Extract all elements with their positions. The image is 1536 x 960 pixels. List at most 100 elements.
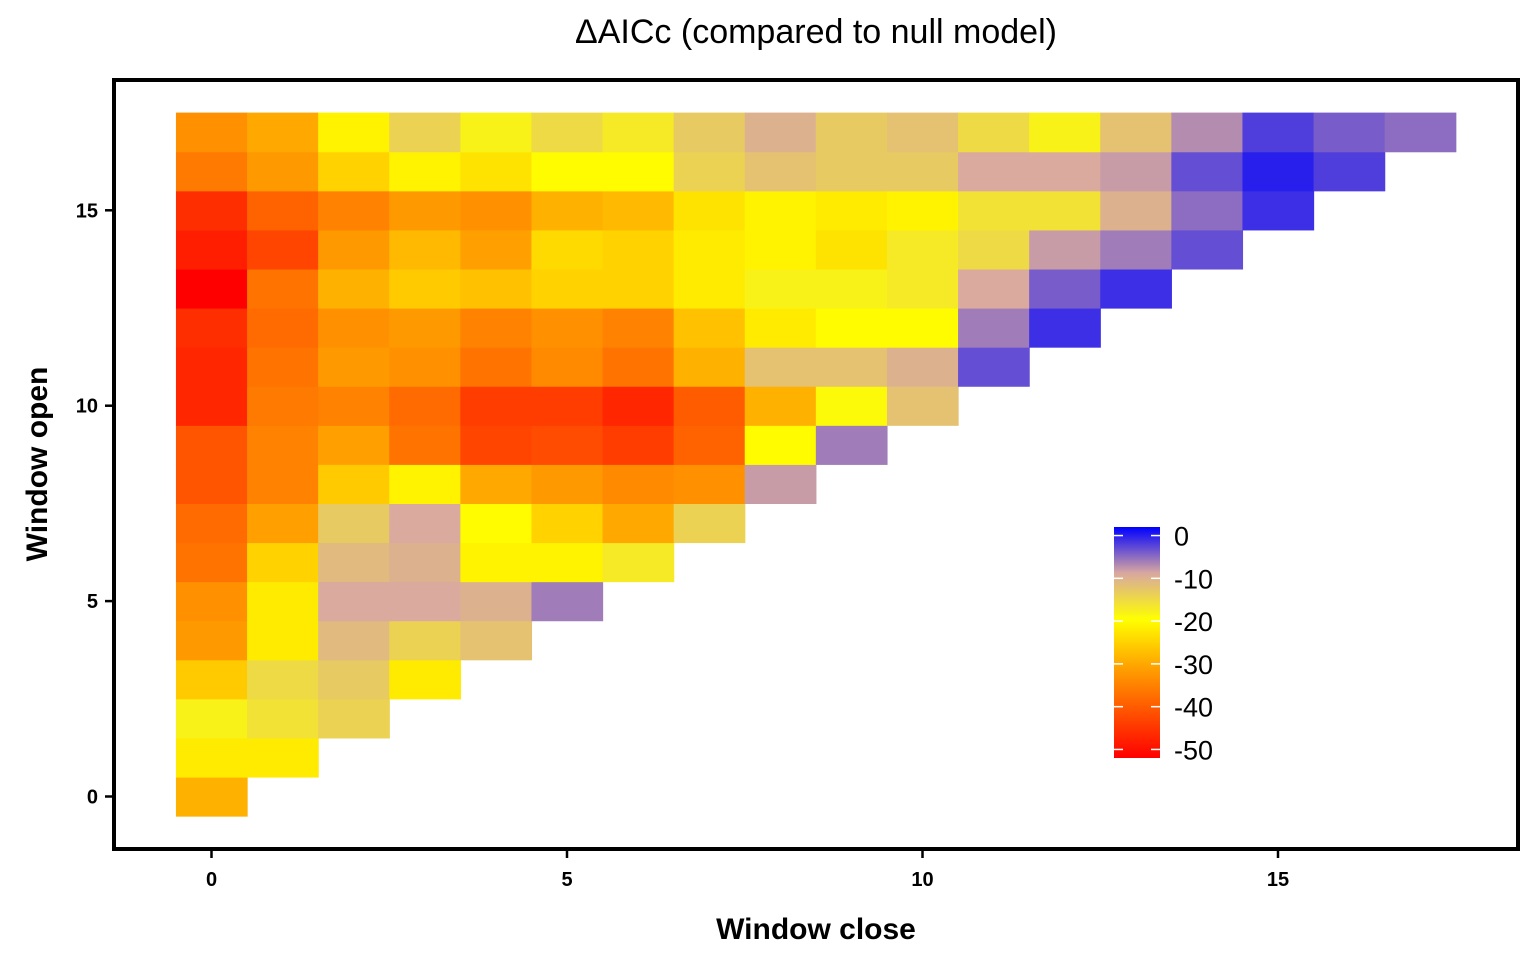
heatmap-cell [318, 151, 390, 192]
heatmap-cell [531, 268, 604, 309]
heatmap-cell [1029, 190, 1101, 231]
legend-tick-label: -50 [1174, 735, 1213, 765]
heatmap-cell [247, 620, 319, 661]
heatmap-cell [602, 542, 675, 583]
heatmap-cell [744, 347, 817, 387]
heatmap-cell [886, 308, 959, 348]
heatmap-cell [531, 151, 604, 192]
heatmap-cell [744, 268, 817, 309]
legend-tick-label: -40 [1174, 693, 1213, 723]
heatmap-cell [744, 425, 817, 465]
heatmap-cell [175, 776, 248, 817]
legend-tick-label: 0 [1174, 522, 1189, 552]
heatmap-cell [673, 112, 746, 153]
heatmap-cell [886, 151, 959, 192]
heatmap-cell [958, 190, 1030, 231]
heatmap-cell [1029, 308, 1101, 348]
heatmap-cell [460, 425, 533, 465]
heatmap-cell [958, 268, 1030, 309]
heatmap-cell [673, 464, 746, 504]
heatmap-cell [389, 151, 461, 192]
heatmap-cell [175, 737, 248, 778]
heatmap-cell [318, 620, 390, 661]
heatmap-cell [1029, 151, 1101, 192]
heatmap-cell [1029, 112, 1101, 153]
heatmap-cell [602, 308, 675, 348]
heatmap-cell [602, 503, 675, 544]
heatmap-cell [602, 386, 675, 426]
y-axis-title: Window open [21, 367, 54, 562]
heatmap-cell [247, 268, 319, 309]
heatmap-cell [175, 268, 248, 309]
heatmap-cell [460, 229, 533, 270]
heatmap-cell [1029, 229, 1101, 270]
x-tick-label: 5 [561, 869, 572, 891]
x-tick-label: 15 [1267, 869, 1289, 891]
chart-title: ΔAICc (compared to null model) [575, 13, 1057, 51]
heatmap-cell [318, 347, 390, 387]
heatmap-cell [1171, 190, 1244, 231]
heatmap-cell [318, 112, 390, 153]
heatmap-cell [1313, 112, 1386, 153]
y-tick-label: 10 [76, 396, 98, 418]
x-axis-ticks: 0 5 10 15 [206, 849, 1289, 891]
heatmap-cell [1029, 268, 1101, 309]
color-legend: 0 -10 -20 -30 -40 -50 [1114, 522, 1213, 765]
heatmap-cell [175, 698, 248, 739]
heatmap-cell [744, 112, 817, 153]
heatmap-cell [744, 151, 817, 192]
heatmap-cell [175, 581, 248, 622]
y-axis-ticks: 0 5 10 15 [76, 200, 114, 809]
heatmap-cell [958, 347, 1030, 387]
heatmap-cell [815, 308, 888, 348]
heatmap-cell [318, 503, 390, 544]
heatmap-cell [815, 112, 888, 153]
heatmap-cell [602, 425, 675, 465]
x-tick-label: 10 [911, 869, 933, 891]
heatmap-cell [744, 190, 817, 231]
heatmap-cell [247, 659, 319, 700]
legend-tick-label: -20 [1174, 607, 1213, 637]
heatmap-cell [247, 737, 319, 778]
heatmap-cell [673, 268, 746, 309]
heatmap-cell [531, 581, 604, 622]
heatmap-cell [531, 347, 604, 387]
heatmap-cell [460, 581, 533, 622]
heatmap-cell [389, 112, 461, 153]
heatmap-cell [744, 386, 817, 426]
heatmap-cell [389, 308, 461, 348]
heatmap-cell [602, 112, 675, 153]
heatmap-cell [389, 347, 461, 387]
heatmap-cell [389, 464, 461, 504]
heatmap-cell [886, 229, 959, 270]
heatmap-cell [1100, 112, 1172, 153]
heatmap-cell [958, 229, 1030, 270]
heatmap-cell [318, 308, 390, 348]
heatmap-cell [602, 151, 675, 192]
heatmap-cell [531, 386, 604, 426]
heatmap-cell [673, 425, 746, 465]
heatmap-cell [247, 112, 319, 153]
heatmap-cell [247, 464, 319, 504]
heatmap-cell [460, 347, 533, 387]
heatmap-cell [531, 190, 604, 231]
heatmap-cell [318, 268, 390, 309]
heatmap-cell [318, 425, 390, 465]
heatmap-cell [958, 151, 1030, 192]
heatmap-cell [531, 542, 604, 583]
heatmap-cell [175, 659, 248, 700]
legend-tick-label: -10 [1174, 564, 1213, 594]
heatmap-cell [958, 308, 1030, 348]
heatmap-cell [602, 347, 675, 387]
heatmap-cell [531, 503, 604, 544]
heatmap-cell [318, 659, 390, 700]
plot-panel-border [112, 78, 1520, 851]
heatmap-cell [175, 542, 248, 583]
heatmap-cell [673, 503, 746, 544]
heatmap-cell [531, 464, 604, 504]
heatmap-cell [175, 425, 248, 465]
y-tick-label: 5 [87, 591, 98, 613]
heatmap-cell [389, 425, 461, 465]
heatmap-cell [318, 190, 390, 231]
